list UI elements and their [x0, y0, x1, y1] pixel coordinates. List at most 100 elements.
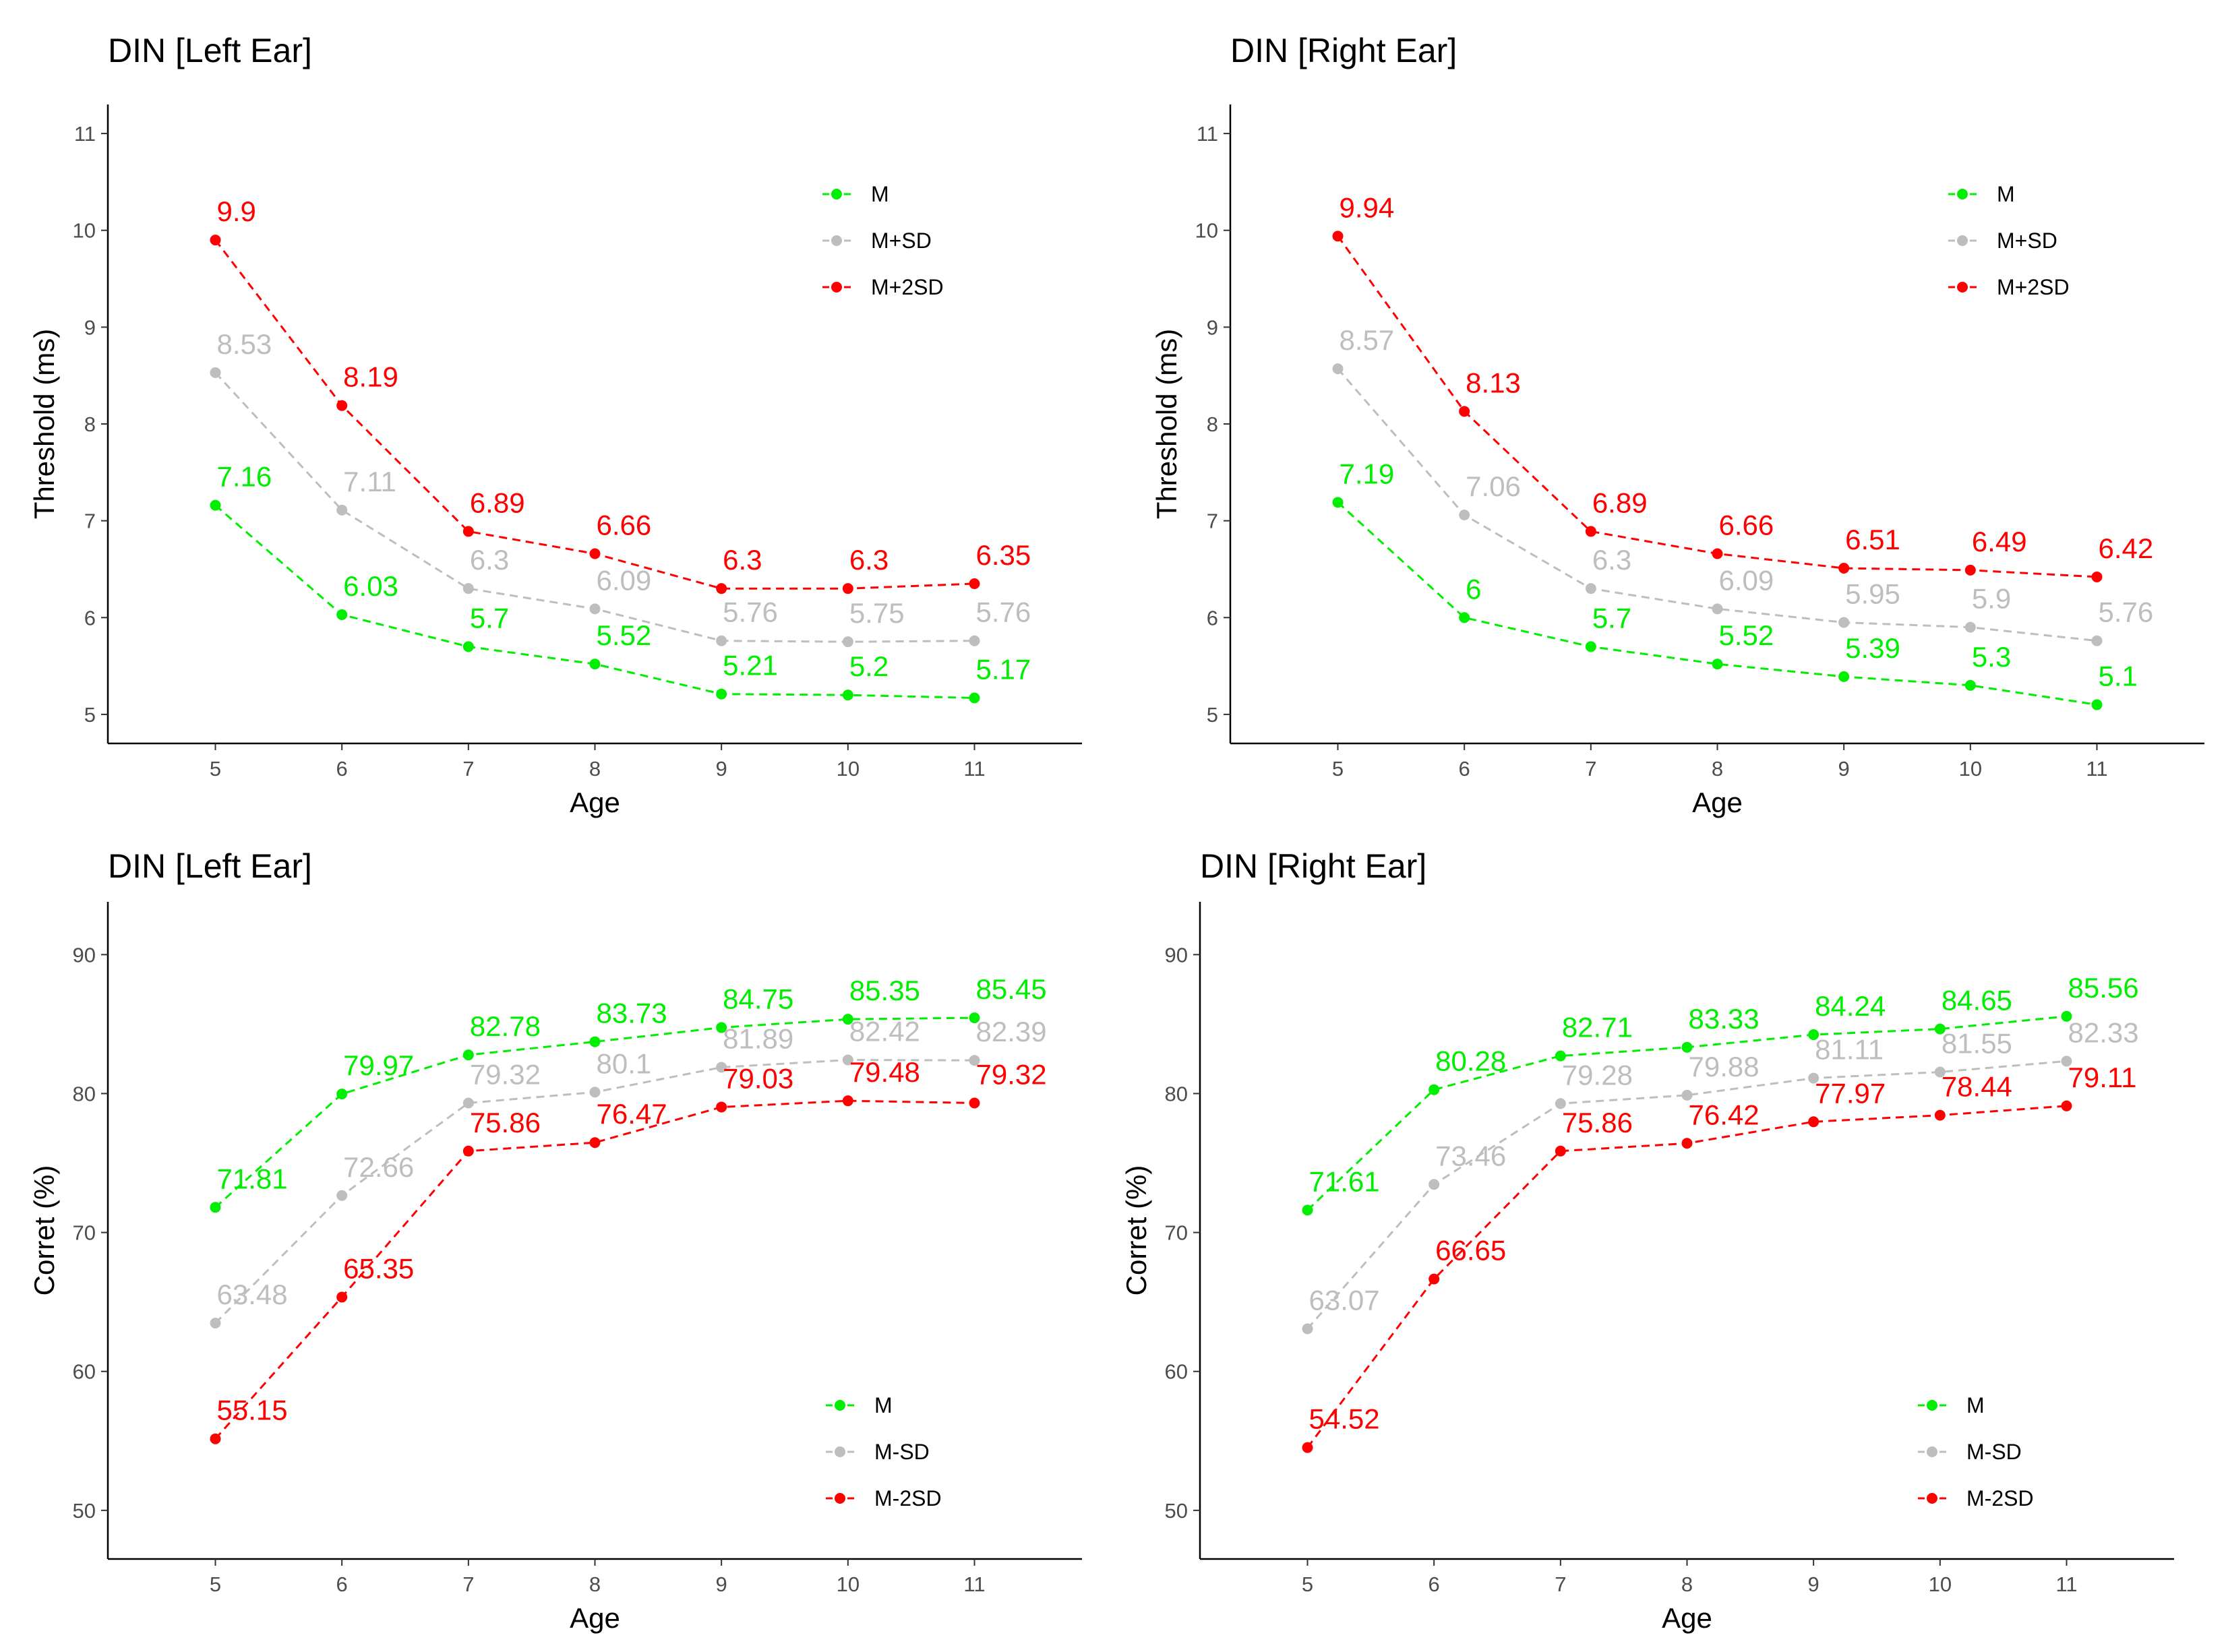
- data-label: 76.47: [597, 1098, 667, 1130]
- y-axis-title: Threshold (ms): [1151, 329, 1182, 519]
- data-point: [1585, 583, 1596, 594]
- data-label: 83.33: [1689, 1003, 1759, 1035]
- chart-title: DIN [Right Ear]: [1200, 847, 1426, 885]
- data-label: 5.76: [723, 596, 778, 628]
- data-label: 63.07: [1309, 1284, 1380, 1316]
- data-label: 6.66: [1719, 509, 1774, 541]
- legend-key-point: [1927, 1493, 1937, 1504]
- data-label: 84.24: [1815, 990, 1886, 1022]
- x-tick-label: 10: [837, 757, 860, 781]
- data-label: 81.11: [1815, 1034, 1884, 1066]
- data-label: 79.11: [2068, 1062, 2136, 1093]
- data-label: 6.49: [1972, 526, 2027, 557]
- chart-panel-3: DIN [Left Ear] 50 60 70 80 90 5 6 7 8 9 10 11 Age Corr…: [28, 847, 1082, 1634]
- chart-title: DIN [Left Ear]: [108, 847, 312, 885]
- data-point: [462, 1145, 474, 1157]
- x-tick-label: 10: [837, 1572, 860, 1596]
- data-point: [969, 578, 980, 589]
- data-label: 5.21: [723, 650, 778, 681]
- data-point: [969, 635, 980, 646]
- data-point: [462, 1049, 474, 1061]
- y-tick-label: 80: [73, 1082, 96, 1105]
- x-tick-label: 9: [716, 757, 727, 781]
- data-label: 85.56: [2068, 972, 2138, 1004]
- data-label: 9.94: [1340, 191, 1395, 223]
- data-label: 54.52: [1309, 1403, 1380, 1435]
- data-label: 76.42: [1689, 1099, 1759, 1130]
- data-label: 82.78: [470, 1010, 541, 1042]
- data-point: [336, 400, 348, 411]
- data-point: [1838, 563, 1850, 574]
- y-tick-label: 90: [73, 943, 96, 967]
- data-point: [1712, 548, 1723, 559]
- x-tick-label: 11: [963, 757, 985, 781]
- y-axis-title: Corret (%): [1120, 1165, 1152, 1296]
- data-label: 5.1: [2098, 661, 2137, 692]
- data-point: [1681, 1089, 1693, 1101]
- data-point: [336, 609, 348, 620]
- data-point: [1681, 1138, 1693, 1149]
- data-point: [842, 690, 853, 701]
- data-point: [1428, 1273, 1440, 1285]
- y-tick-label: 80: [1165, 1082, 1188, 1105]
- data-label: 5.76: [975, 596, 1031, 628]
- data-label: 75.86: [1562, 1107, 1633, 1138]
- data-point: [210, 1317, 221, 1328]
- y-tick-label: 7: [1207, 510, 1218, 533]
- data-point: [2091, 699, 2103, 710]
- data-label: 5.17: [975, 653, 1031, 685]
- data-point: [2091, 635, 2103, 646]
- legend-key-point: [1957, 282, 1968, 293]
- legend-key-point: [831, 282, 842, 293]
- data-point: [1555, 1145, 1566, 1157]
- data-point: [1585, 526, 1596, 537]
- legend-key-point: [835, 1446, 845, 1457]
- data-label: 5.39: [1845, 632, 1900, 664]
- x-tick-label: 11: [2055, 1572, 2077, 1596]
- legend-label: M+SD: [1997, 228, 2057, 253]
- y-tick-label: 6: [84, 606, 96, 630]
- x-tick-label: 5: [1332, 757, 1344, 781]
- data-point: [1555, 1050, 1566, 1062]
- data-label: 78.44: [1942, 1071, 2012, 1103]
- y-axis-title: Corret (%): [28, 1165, 60, 1296]
- data-label: 5.9: [1972, 583, 2011, 615]
- legend-key-point: [835, 1400, 845, 1411]
- x-axis-title: Age: [570, 787, 620, 818]
- chart-title: DIN [Right Ear]: [1230, 32, 1457, 69]
- legend-item: M: [822, 182, 889, 206]
- x-axis-title: Age: [1692, 787, 1743, 818]
- chart-panel-4: DIN [Right Ear] 50 60 70 80 90 5 6 7 8 9 10 11 Age Cor…: [1120, 847, 2174, 1634]
- data-point: [969, 1055, 980, 1066]
- data-label: 5.76: [2098, 596, 2153, 628]
- y-tick-label: 70: [1165, 1221, 1188, 1245]
- data-label: 82.71: [1562, 1012, 1633, 1043]
- data-point: [716, 583, 727, 594]
- legend-item: M: [826, 1393, 893, 1417]
- data-label: 8.19: [343, 361, 398, 393]
- chart-panel-1: DIN [Left Ear] 5 6 7 8 9 10 11 5 6 7 8 9 10 11 Age Thres…: [28, 32, 1082, 818]
- legend-item: M+2SD: [822, 275, 944, 299]
- legend-item: M: [1948, 182, 2015, 206]
- data-label: 85.45: [975, 973, 1046, 1005]
- y-tick-label: 60: [1165, 1360, 1188, 1384]
- data-point: [210, 499, 221, 511]
- data-point: [1555, 1098, 1566, 1109]
- data-point: [716, 1062, 727, 1073]
- data-point: [1681, 1041, 1693, 1053]
- data-label: 7.16: [217, 461, 272, 493]
- data-label: 79.88: [1689, 1051, 1759, 1082]
- legend-item: M-2SD: [826, 1486, 942, 1510]
- x-tick-label: 8: [589, 757, 601, 781]
- data-label: 83.73: [597, 998, 667, 1029]
- data-label: 7.06: [1466, 470, 1521, 502]
- data-point: [716, 635, 727, 646]
- x-tick-label: 8: [1681, 1572, 1693, 1596]
- y-tick-label: 90: [1165, 943, 1188, 967]
- data-label: 82.39: [975, 1016, 1046, 1047]
- legend-label: M+2SD: [1997, 275, 2070, 299]
- data-point: [1934, 1109, 1946, 1121]
- x-tick-label: 6: [336, 757, 348, 781]
- x-tick-label: 11: [963, 1572, 985, 1596]
- data-point: [1585, 641, 1596, 652]
